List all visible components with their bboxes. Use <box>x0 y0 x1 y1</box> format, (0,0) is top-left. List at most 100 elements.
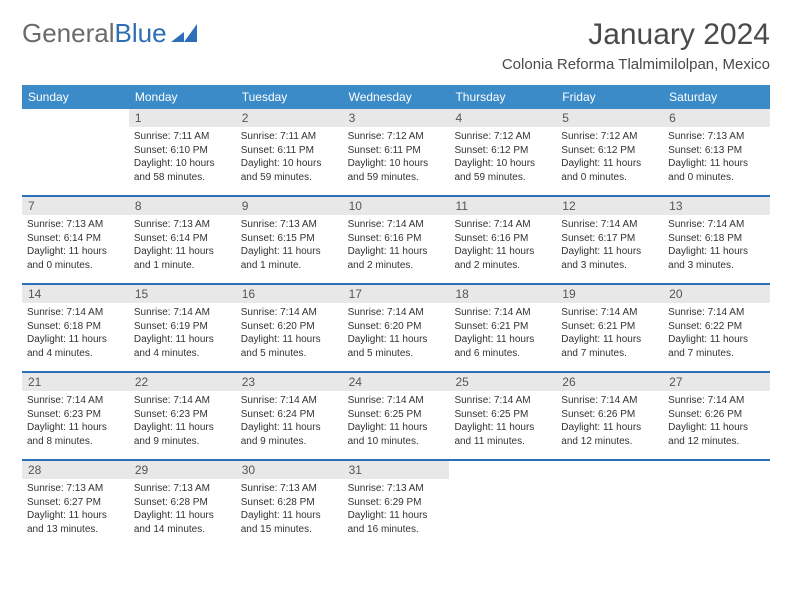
header-row: GeneralBlue January 2024 Colonia Reforma… <box>22 18 770 73</box>
day-info: Sunrise: 7:14 AMSunset: 6:21 PMDaylight:… <box>449 303 556 366</box>
sunrise-text: Sunrise: 7:14 AM <box>241 306 338 320</box>
daylight-text: Daylight: 11 hours and 12 minutes. <box>668 421 765 448</box>
dayname-saturday: Saturday <box>663 85 770 109</box>
sunset-text: Sunset: 6:14 PM <box>134 232 231 246</box>
day-number <box>22 109 129 127</box>
day-cell: 13Sunrise: 7:14 AMSunset: 6:18 PMDayligh… <box>663 197 770 283</box>
sunrise-text: Sunrise: 7:14 AM <box>668 218 765 232</box>
day-cell: 2Sunrise: 7:11 AMSunset: 6:11 PMDaylight… <box>236 109 343 195</box>
daylight-text: Daylight: 11 hours and 6 minutes. <box>454 333 551 360</box>
sunset-text: Sunset: 6:18 PM <box>668 232 765 246</box>
daylight-text: Daylight: 11 hours and 2 minutes. <box>348 245 445 272</box>
day-info: Sunrise: 7:13 AMSunset: 6:13 PMDaylight:… <box>663 127 770 190</box>
day-number: 14 <box>22 285 129 303</box>
sunset-text: Sunset: 6:21 PM <box>561 320 658 334</box>
sunset-text: Sunset: 6:12 PM <box>454 144 551 158</box>
day-number: 5 <box>556 109 663 127</box>
sunrise-text: Sunrise: 7:14 AM <box>134 394 231 408</box>
sunrise-text: Sunrise: 7:13 AM <box>668 130 765 144</box>
sunrise-text: Sunrise: 7:14 AM <box>27 394 124 408</box>
day-info: Sunrise: 7:14 AMSunset: 6:20 PMDaylight:… <box>236 303 343 366</box>
brand-part2: Blue <box>115 18 167 49</box>
day-number: 21 <box>22 373 129 391</box>
day-info: Sunrise: 7:14 AMSunset: 6:25 PMDaylight:… <box>343 391 450 454</box>
day-info: Sunrise: 7:14 AMSunset: 6:18 PMDaylight:… <box>663 215 770 278</box>
sunset-text: Sunset: 6:20 PM <box>241 320 338 334</box>
day-cell: 19Sunrise: 7:14 AMSunset: 6:21 PMDayligh… <box>556 285 663 371</box>
sunrise-text: Sunrise: 7:14 AM <box>668 306 765 320</box>
day-info: Sunrise: 7:13 AMSunset: 6:15 PMDaylight:… <box>236 215 343 278</box>
location-text: Colonia Reforma Tlalmimilolpan, Mexico <box>502 56 770 73</box>
day-number <box>663 461 770 479</box>
day-number: 13 <box>663 197 770 215</box>
day-number: 26 <box>556 373 663 391</box>
sunrise-text: Sunrise: 7:13 AM <box>241 482 338 496</box>
day-cell <box>663 461 770 547</box>
daylight-text: Daylight: 11 hours and 7 minutes. <box>668 333 765 360</box>
day-number: 3 <box>343 109 450 127</box>
day-info: Sunrise: 7:14 AMSunset: 6:26 PMDaylight:… <box>556 391 663 454</box>
sunset-text: Sunset: 6:16 PM <box>348 232 445 246</box>
day-number: 6 <box>663 109 770 127</box>
daylight-text: Daylight: 11 hours and 8 minutes. <box>27 421 124 448</box>
daylight-text: Daylight: 11 hours and 15 minutes. <box>241 509 338 536</box>
daylight-text: Daylight: 11 hours and 0 minutes. <box>27 245 124 272</box>
day-number: 25 <box>449 373 556 391</box>
daylight-text: Daylight: 11 hours and 0 minutes. <box>561 157 658 184</box>
dayname-tuesday: Tuesday <box>236 85 343 109</box>
sunrise-text: Sunrise: 7:13 AM <box>27 482 124 496</box>
sunset-text: Sunset: 6:16 PM <box>454 232 551 246</box>
daylight-text: Daylight: 11 hours and 4 minutes. <box>134 333 231 360</box>
day-cell: 17Sunrise: 7:14 AMSunset: 6:20 PMDayligh… <box>343 285 450 371</box>
day-number: 1 <box>129 109 236 127</box>
sunset-text: Sunset: 6:23 PM <box>27 408 124 422</box>
sunset-text: Sunset: 6:26 PM <box>561 408 658 422</box>
week-row: 1Sunrise: 7:11 AMSunset: 6:10 PMDaylight… <box>22 109 770 195</box>
day-cell: 26Sunrise: 7:14 AMSunset: 6:26 PMDayligh… <box>556 373 663 459</box>
daylight-text: Daylight: 11 hours and 4 minutes. <box>27 333 124 360</box>
sunrise-text: Sunrise: 7:13 AM <box>134 218 231 232</box>
day-number: 18 <box>449 285 556 303</box>
day-number: 22 <box>129 373 236 391</box>
day-info: Sunrise: 7:14 AMSunset: 6:21 PMDaylight:… <box>556 303 663 366</box>
sunset-text: Sunset: 6:11 PM <box>348 144 445 158</box>
sunset-text: Sunset: 6:10 PM <box>134 144 231 158</box>
day-number: 17 <box>343 285 450 303</box>
day-number: 31 <box>343 461 450 479</box>
sunrise-text: Sunrise: 7:14 AM <box>241 394 338 408</box>
week-row: 14Sunrise: 7:14 AMSunset: 6:18 PMDayligh… <box>22 283 770 371</box>
sunset-text: Sunset: 6:14 PM <box>27 232 124 246</box>
sunset-text: Sunset: 6:26 PM <box>668 408 765 422</box>
sunset-text: Sunset: 6:12 PM <box>561 144 658 158</box>
calendar: Sunday Monday Tuesday Wednesday Thursday… <box>22 85 770 547</box>
week-row: 28Sunrise: 7:13 AMSunset: 6:27 PMDayligh… <box>22 459 770 547</box>
day-cell: 29Sunrise: 7:13 AMSunset: 6:28 PMDayligh… <box>129 461 236 547</box>
sunrise-text: Sunrise: 7:14 AM <box>454 394 551 408</box>
day-number: 28 <box>22 461 129 479</box>
day-number: 7 <box>22 197 129 215</box>
daylight-text: Daylight: 11 hours and 10 minutes. <box>348 421 445 448</box>
day-cell: 3Sunrise: 7:12 AMSunset: 6:11 PMDaylight… <box>343 109 450 195</box>
sunrise-text: Sunrise: 7:14 AM <box>348 306 445 320</box>
day-number: 29 <box>129 461 236 479</box>
brand-mark-icon <box>171 18 197 49</box>
day-number: 9 <box>236 197 343 215</box>
brand-logo: GeneralBlue <box>22 18 197 49</box>
daylight-text: Daylight: 11 hours and 5 minutes. <box>348 333 445 360</box>
day-info: Sunrise: 7:13 AMSunset: 6:28 PMDaylight:… <box>236 479 343 542</box>
day-info: Sunrise: 7:13 AMSunset: 6:28 PMDaylight:… <box>129 479 236 542</box>
dayname-friday: Friday <box>556 85 663 109</box>
sunset-text: Sunset: 6:13 PM <box>668 144 765 158</box>
sunset-text: Sunset: 6:23 PM <box>134 408 231 422</box>
day-info: Sunrise: 7:12 AMSunset: 6:11 PMDaylight:… <box>343 127 450 190</box>
day-number: 2 <box>236 109 343 127</box>
page-title: January 2024 <box>502 18 770 52</box>
day-info: Sunrise: 7:13 AMSunset: 6:29 PMDaylight:… <box>343 479 450 542</box>
dayname-wednesday: Wednesday <box>343 85 450 109</box>
week-row: 7Sunrise: 7:13 AMSunset: 6:14 PMDaylight… <box>22 195 770 283</box>
day-cell <box>22 109 129 195</box>
dayname-sunday: Sunday <box>22 85 129 109</box>
day-number: 19 <box>556 285 663 303</box>
day-cell: 22Sunrise: 7:14 AMSunset: 6:23 PMDayligh… <box>129 373 236 459</box>
sunset-text: Sunset: 6:22 PM <box>668 320 765 334</box>
